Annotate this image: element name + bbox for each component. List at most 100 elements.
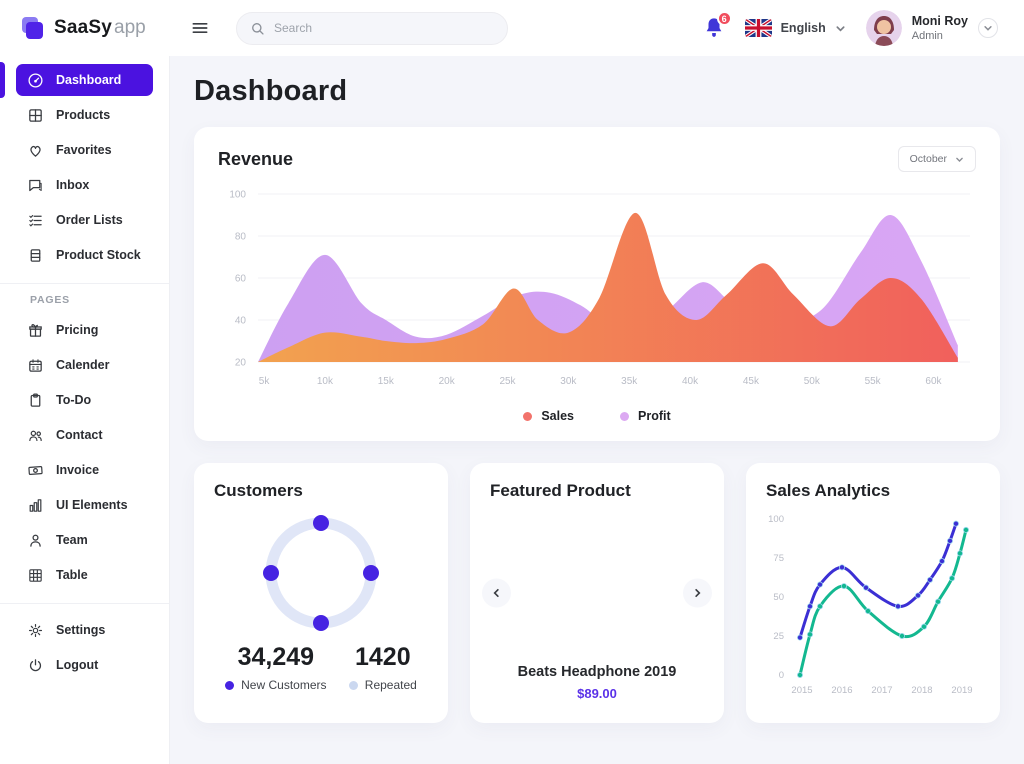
brand-suffix: app: [114, 17, 146, 38]
sales-analytics-line-chart: 0 25 50 75 100 2015 2016 2017 2018 2019: [768, 514, 972, 696]
sidebar-item-label: Settings: [56, 623, 106, 637]
sidebar-item-to-do[interactable]: To-Do: [16, 384, 153, 416]
sales-analytics-card: Sales Analytics 0 25 50 75 100 2015 2016 2017 20…: [746, 463, 1000, 723]
svg-text:20: 20: [235, 358, 247, 369]
sidebar-item-table[interactable]: Table: [16, 559, 153, 591]
sidebar-item-label: Product Stock: [56, 248, 141, 262]
dashboard-icon: [27, 72, 44, 89]
svg-text:30k: 30k: [560, 376, 577, 387]
svg-text:25k: 25k: [499, 376, 516, 387]
svg-text:25: 25: [773, 631, 784, 642]
next-product-button[interactable]: [683, 578, 712, 608]
svg-text:2019: 2019: [951, 685, 972, 696]
heart-icon: [27, 142, 44, 159]
svg-text:10k: 10k: [317, 376, 334, 387]
clipboard-icon: [27, 392, 44, 409]
sidebar-item-product-stock[interactable]: Product Stock: [16, 239, 153, 271]
repeated-dot: [348, 680, 358, 690]
svg-text:60k: 60k: [925, 376, 942, 387]
gear-icon: [27, 622, 44, 639]
sidebar-item-label: Table: [56, 568, 88, 582]
sidebar-item-label: Logout: [56, 658, 99, 672]
sidebar-item-label: Calender: [56, 358, 110, 372]
prev-product-button[interactable]: [482, 578, 511, 608]
sidebar-item-pricing[interactable]: Pricing: [16, 314, 153, 346]
revenue-title: Revenue: [218, 148, 294, 169]
chevron-down-icon: [835, 23, 846, 34]
legend-label: Sales: [541, 409, 575, 423]
sales-analytics-title: Sales Analytics: [766, 481, 891, 500]
user-name: Moni Roy: [911, 13, 968, 28]
sidebar-divider: [0, 283, 169, 284]
chevron-right-icon: [695, 588, 701, 598]
svg-text:100: 100: [229, 190, 246, 201]
invoice-icon: [27, 462, 44, 479]
period-select[interactable]: October: [897, 146, 976, 172]
page-title: Dashboard: [194, 75, 348, 107]
power-icon: [27, 657, 44, 674]
hamburger-menu-icon[interactable]: [190, 18, 210, 38]
svg-text:75: 75: [773, 553, 784, 564]
customers-title: Customers: [214, 481, 303, 500]
svg-text:15k: 15k: [378, 376, 395, 387]
search-input[interactable]: [274, 21, 494, 35]
svg-text:50k: 50k: [804, 376, 821, 387]
legend-label: Profit: [638, 409, 671, 423]
sidebar-item-label: Contact: [56, 428, 103, 442]
sidebar-item-ui-elements[interactable]: UI Elements: [16, 489, 153, 521]
svg-text:40: 40: [235, 316, 247, 327]
sidebar-item-order-lists[interactable]: Order Lists: [16, 204, 153, 236]
notification-badge: 6: [716, 11, 732, 26]
sidebar-item-invoice[interactable]: Invoice: [16, 454, 153, 486]
sidebar-item-label: Pricing: [56, 323, 99, 337]
svg-text:2017: 2017: [871, 685, 892, 696]
product-price[interactable]: $89.00: [577, 686, 617, 701]
sidebar-item-products[interactable]: Products: [16, 99, 153, 131]
language-label: English: [780, 21, 826, 35]
sidebar-item-team[interactable]: Team: [16, 524, 153, 556]
sidebar: Dashboard Products Favorites Inbox Order…: [0, 56, 170, 764]
svg-text:100: 100: [768, 514, 784, 525]
repeated-label: Repeated: [364, 678, 417, 692]
legend-item-profit[interactable]: Profit: [620, 409, 671, 423]
profile-menu: Moni Roy Admin: [865, 10, 998, 46]
revenue-area-chart: 100 80 60 40 20 5k 10k 15k 20k 25k 30k 35k 40k 45k 50k…: [229, 190, 970, 387]
sidebar-item-label: Team: [56, 533, 88, 547]
avatar[interactable]: [865, 10, 902, 46]
person-icon: [27, 532, 44, 549]
user-role: Admin: [911, 29, 943, 42]
sidebar-item-inbox[interactable]: Inbox: [16, 169, 153, 201]
svg-text:50: 50: [773, 592, 784, 603]
legend-item-sales[interactable]: Sales: [523, 409, 574, 423]
list-check-icon: [27, 212, 44, 229]
language-selector[interactable]: English: [744, 19, 846, 37]
profile-chevron-button[interactable]: [978, 18, 998, 38]
sidebar-item-dashboard[interactable]: Dashboard: [0, 62, 153, 98]
svg-text:80: 80: [235, 232, 247, 243]
revenue-legend: Sales Profit: [218, 399, 976, 431]
sidebar-item-settings[interactable]: Settings: [16, 614, 153, 646]
svg-text:20k: 20k: [439, 376, 456, 387]
chevron-left-icon: [493, 588, 499, 598]
svg-text:5k: 5k: [259, 376, 271, 387]
brand-name: SaaSy: [54, 17, 113, 38]
sales-legend-dot: [523, 411, 533, 421]
product-name: Beats Headphone 2019: [517, 664, 677, 680]
notifications-button[interactable]: 6: [703, 11, 732, 40]
new-customers-dot: [225, 680, 235, 690]
period-value: October: [909, 153, 947, 165]
products-icon: [27, 107, 44, 124]
svg-text:2018: 2018: [911, 685, 932, 696]
search-bar[interactable]: [236, 11, 508, 45]
bar-chart-icon: [27, 497, 44, 514]
svg-text:60: 60: [235, 274, 247, 285]
sidebar-item-logout[interactable]: Logout: [16, 649, 153, 681]
active-indicator: [0, 62, 5, 98]
sidebar-item-contact[interactable]: Contact: [16, 419, 153, 451]
customers-card: Customers 34,249 New Customers 1420 Repe…: [194, 463, 448, 723]
sidebar-item-favorites[interactable]: Favorites: [16, 134, 153, 166]
sidebar-item-calender[interactable]: Calender: [16, 349, 153, 381]
sidebar-divider: [0, 603, 169, 604]
sidebar-item-label: Dashboard: [56, 73, 122, 87]
